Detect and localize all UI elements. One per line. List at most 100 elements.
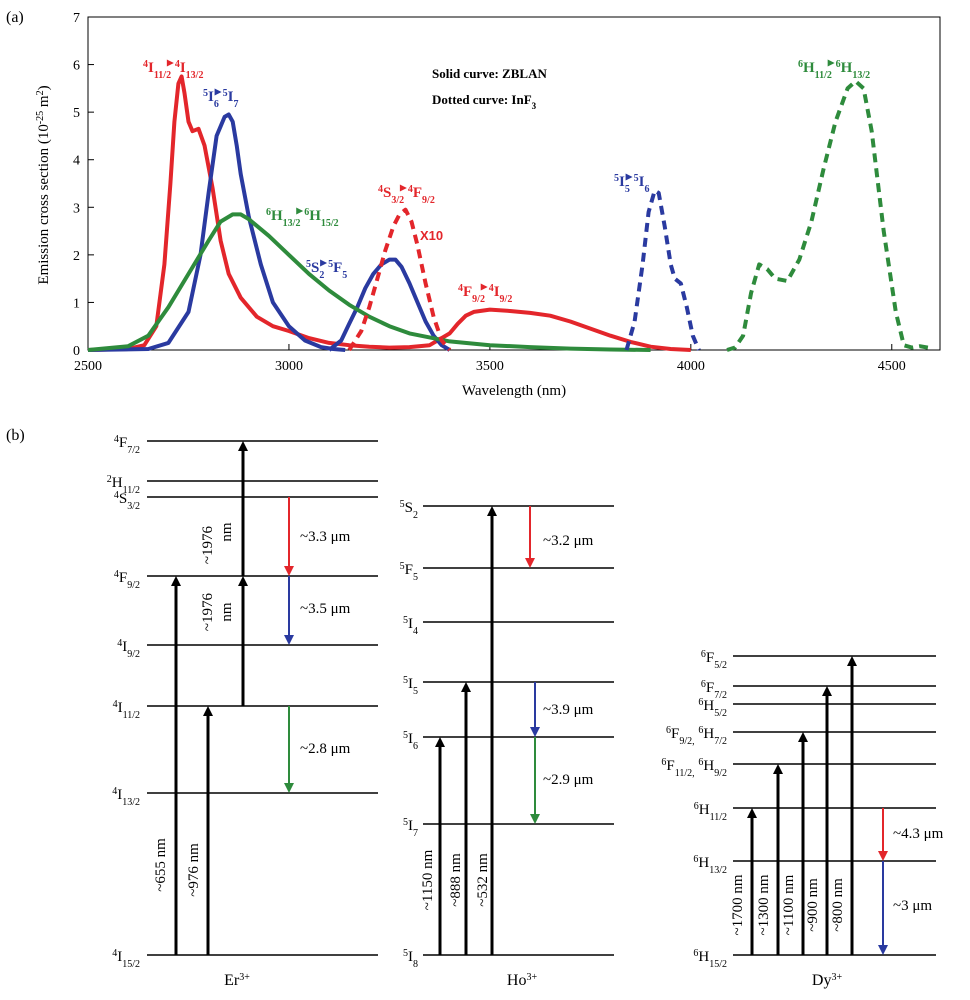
level-label: 2H11/2 <box>107 474 140 496</box>
er-pump-unit-1976b: nm <box>219 602 235 622</box>
x-tick-label: 3500 <box>476 359 504 374</box>
dy-pump-arrow-head <box>798 732 808 742</box>
er-emission-arrow-head <box>284 635 294 645</box>
level-label: 6F7/2 <box>701 679 727 701</box>
series-label: 5I6 5I7 <box>203 88 238 110</box>
series-label: 5I5 5I6 <box>614 173 649 195</box>
y-tick-label: 2 <box>73 249 80 264</box>
dy-pump-arrow-head <box>747 808 757 818</box>
level-label: 5I4 <box>403 615 418 637</box>
series-line <box>87 74 691 352</box>
level-label: 6H5/2 <box>698 697 727 719</box>
y-tick-label: 4 <box>73 154 80 169</box>
ho-pump-label: ~532 nm <box>475 853 491 907</box>
level-label: 4I15/2 <box>112 948 140 970</box>
series-line <box>87 112 346 352</box>
er-ion-label: Er3+ <box>224 972 250 990</box>
level-label: 4F9/2 <box>114 569 140 591</box>
ho-emission-arrow-head <box>530 814 540 824</box>
er-pump-label-1976b: ~1976 <box>200 592 216 631</box>
transition-arrowhead <box>625 173 633 181</box>
x-tick-label: 4500 <box>878 359 906 374</box>
ho-ion-label: Ho3+ <box>507 972 538 990</box>
level-label: 6F9/2, 6H7/2 <box>666 725 727 747</box>
er-emission-arrow-head <box>284 566 294 576</box>
ho-emission-label: ~3.9 μm <box>543 702 594 718</box>
level-label: 4I13/2 <box>112 786 140 808</box>
er-pump-label-1976a: ~1976 <box>200 525 216 564</box>
dy-pump-label: ~800 nm <box>830 878 846 932</box>
level-label: 5I8 <box>403 948 418 970</box>
transition-arrowhead <box>827 59 835 67</box>
transition-arrowhead <box>320 259 328 267</box>
x-axis-ticks: 2500 3000 3500 4000 4500 <box>74 344 906 374</box>
ho-emission-label: ~3.2 μm <box>543 533 594 549</box>
level-label: 5I7 <box>403 817 418 839</box>
ho-energy-diagram: 5S2 5F5 5I4 5I5 5I6 5I7 5I8 ~1150 nm ~888 nm ~532… <box>400 499 614 990</box>
ho-pump-arrow-head <box>435 737 445 747</box>
transition-arrowhead <box>214 88 222 96</box>
note-solid: Solid curve: ZBLAN <box>432 66 547 81</box>
er-pump-unit-1976a: nm <box>219 522 235 542</box>
transition-arrowhead <box>480 283 488 291</box>
dy-emission-label: ~3 μm <box>893 898 932 914</box>
series-line <box>624 188 701 351</box>
dy-emission-arrow-head <box>878 945 888 955</box>
series-label: 4F9/2 4I9/2 <box>458 283 512 305</box>
level-label: 5I6 <box>403 730 418 752</box>
ho-pump-arrow-head <box>487 506 497 516</box>
dy-pump-arrow-head <box>773 764 783 774</box>
ho-pump-label: ~1150 nm <box>420 849 436 910</box>
level-label: 5I5 <box>403 675 418 697</box>
level-label: 6H15/2 <box>693 948 727 970</box>
y-tick-label: 7 <box>73 11 80 26</box>
er-pump-arrow-head <box>238 576 248 586</box>
level-label: 4I11/2 <box>113 699 140 721</box>
series-label: 4I11/2 4I13/2 <box>143 59 203 81</box>
x-tick-label: 4000 <box>677 359 705 374</box>
transition-arrowhead <box>399 184 407 192</box>
level-label: 4I9/2 <box>117 638 140 660</box>
panel-a-label: (a) <box>6 9 24 26</box>
x-tick-label: 3000 <box>275 359 303 374</box>
ho-emission-arrow-head <box>530 727 540 737</box>
ho-pump-arrow-head <box>461 682 471 692</box>
series-line <box>327 257 451 352</box>
panel-b-label: (b) <box>6 427 25 444</box>
level-label: 4S3/2 <box>114 490 140 512</box>
series-label: 4S3/2 4F9/2 <box>378 184 435 206</box>
transition-arrowhead <box>166 59 174 67</box>
er-pump-label-655: ~655 nm <box>153 838 169 892</box>
dy-pump-label: ~1700 nm <box>730 874 746 935</box>
ho-pump-label: ~888 nm <box>448 853 464 907</box>
series-line <box>87 212 651 352</box>
y-tick-label: 1 <box>73 296 80 311</box>
series-line <box>726 79 929 352</box>
dy-emission-label: ~4.3 μm <box>893 826 944 842</box>
y-axis-ticks: 0 1 2 3 4 5 6 7 <box>73 11 94 359</box>
y-axis-label: Emission cross section (10-25 m2) <box>35 85 53 284</box>
dy-pump-label: ~900 nm <box>805 878 821 932</box>
ho-emission-label: ~2.9 μm <box>543 772 594 788</box>
er-pump-arrow-head <box>238 441 248 451</box>
scale-note-x10: X10 <box>420 228 443 243</box>
y-tick-label: 6 <box>73 59 80 74</box>
dy-emission-arrow-head <box>878 851 888 861</box>
er-emission-label: ~2.8 μm <box>300 741 351 757</box>
level-label: 5S2 <box>400 499 418 521</box>
er-pump-label-976: ~976 nm <box>186 843 202 897</box>
plot-frame <box>87 16 941 351</box>
y-tick-label: 3 <box>73 201 80 216</box>
dy-pump-label: ~1300 nm <box>756 874 772 935</box>
er-emission-arrow-head <box>284 783 294 793</box>
er-emission-label: ~3.5 μm <box>300 601 351 617</box>
level-label: 5F5 <box>400 561 418 583</box>
level-label: 6F5/2 <box>701 649 727 671</box>
ho-emission-arrow-head <box>525 558 535 568</box>
x-tick-label: 2500 <box>74 359 102 374</box>
series-label: 6H11/2 6H13/2 <box>798 59 870 81</box>
